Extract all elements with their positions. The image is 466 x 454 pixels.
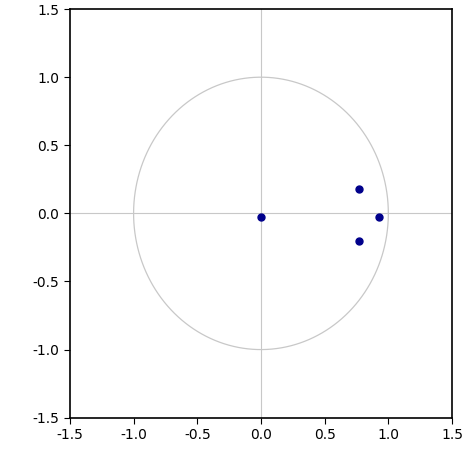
Point bbox=[257, 214, 265, 221]
Point bbox=[355, 185, 363, 192]
Point bbox=[376, 214, 383, 221]
Point bbox=[355, 237, 363, 244]
